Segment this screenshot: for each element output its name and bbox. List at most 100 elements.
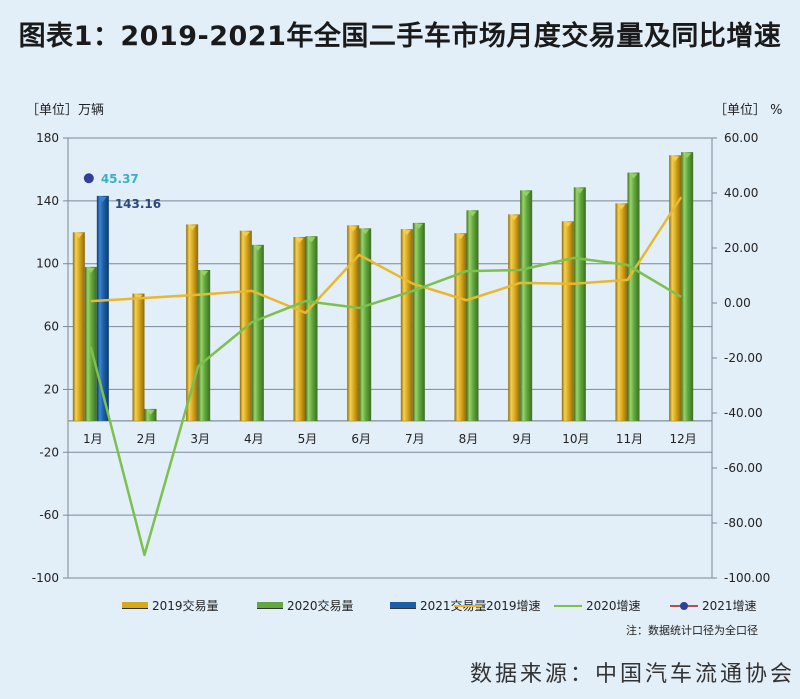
left-axis-tick-label: 140 xyxy=(36,194,59,208)
bar-top-bevel xyxy=(86,267,95,273)
bar-top-bevel xyxy=(295,238,304,243)
category-label: 4月 xyxy=(244,432,264,446)
bar-top-bevel xyxy=(629,173,638,179)
bar-top-bevel xyxy=(683,153,692,159)
left-axis-tick-label: 180 xyxy=(36,131,59,145)
right-axis-tick-label: -60.00 xyxy=(724,461,763,475)
growth-2021-marker xyxy=(83,173,94,184)
note-text: 注：数据统计口径为全口径 xyxy=(626,624,758,637)
bar-top-bevel xyxy=(74,233,83,239)
bar xyxy=(72,232,85,421)
legend-item: 2020交易量 xyxy=(257,597,354,614)
left-axis-tick-label: -60 xyxy=(39,508,59,522)
bar-top-bevel xyxy=(414,223,423,229)
bar xyxy=(132,293,145,421)
left-axis-tick-label: 60 xyxy=(44,320,59,334)
legend-item: 2021交易量 xyxy=(390,597,487,614)
bar-top-bevel xyxy=(575,188,584,194)
bar xyxy=(520,190,533,421)
bar xyxy=(198,270,211,421)
growth-line xyxy=(90,196,683,315)
left-axis-tick-label: 20 xyxy=(44,382,59,396)
bar-top-bevel xyxy=(671,156,680,162)
right-axis-tick-label: 60.00 xyxy=(724,131,758,145)
left-axis-tick-label: -100 xyxy=(32,571,59,585)
bar xyxy=(615,203,628,421)
legend-line-swatch xyxy=(454,604,482,607)
bar-top-bevel xyxy=(456,234,465,240)
bar xyxy=(347,225,360,421)
legend-label: 2019交易量 xyxy=(152,599,219,613)
category-label: 10月 xyxy=(562,432,589,446)
bar-top-bevel xyxy=(134,294,143,300)
legend-item: 2020增速 xyxy=(554,597,641,614)
legend-label: 2020交易量 xyxy=(287,599,354,613)
category-label: 7月 xyxy=(405,432,425,446)
right-axis-tick-label: -40.00 xyxy=(724,406,763,420)
category-label: 2月 xyxy=(137,432,157,446)
category-label: 6月 xyxy=(351,432,371,446)
bar xyxy=(627,172,640,421)
growth-2021-data-label: 45.37 xyxy=(101,172,139,186)
bar-top-bevel xyxy=(253,245,262,251)
legend-marker-icon xyxy=(680,601,688,610)
bar xyxy=(251,244,264,421)
bar xyxy=(305,236,318,421)
right-axis-tick-label: 20.00 xyxy=(724,241,758,255)
bar-top-bevel xyxy=(146,409,155,415)
bar-top-bevel xyxy=(468,211,477,217)
bar-top-bevel xyxy=(188,225,197,231)
growth-line xyxy=(89,256,682,557)
bar xyxy=(573,187,586,421)
bar-top-bevel xyxy=(510,215,519,221)
bar-top-bevel xyxy=(98,196,107,202)
bar xyxy=(186,224,199,421)
right-axis-tick-label: -80.00 xyxy=(724,516,763,530)
bar-top-bevel xyxy=(522,191,531,197)
legend-bar-swatch xyxy=(257,602,283,609)
legend-bar-swatch xyxy=(390,602,416,609)
right-axis-tick-label: -20.00 xyxy=(724,351,763,365)
legend-label: 2021增速 xyxy=(702,599,757,613)
legend-line-swatch xyxy=(670,601,698,610)
chart-area: 180 140 100 60 20 -20 -60 -100 60.00 40.00 20.00 0.… xyxy=(32,131,771,585)
bar xyxy=(412,222,425,421)
category-label: 3月 xyxy=(190,432,210,446)
right-axis-tick-label: -100.00 xyxy=(724,571,770,585)
legend: 2019交易量 2020交易量 2021交易量2019增速 2020增速 2021增速 xyxy=(122,597,762,615)
bar xyxy=(681,152,694,421)
right-axis-tick-label: 40.00 xyxy=(724,186,758,200)
bar-top-bevel xyxy=(563,222,572,228)
bar-top-bevel xyxy=(349,226,358,232)
right-axis-unit-label: ［单位］ % xyxy=(714,103,783,118)
bar xyxy=(359,228,372,421)
left-axis-tick-label: 100 xyxy=(36,257,59,271)
legend-item: 2019交易量 xyxy=(122,597,219,614)
category-label: 12月 xyxy=(670,432,697,446)
bar xyxy=(466,210,479,421)
legend-line-swatch xyxy=(554,604,582,607)
bar-top-bevel xyxy=(200,271,209,276)
bar-top-bevel xyxy=(307,237,316,243)
bar xyxy=(400,229,413,421)
category-label: 1月 xyxy=(83,432,103,446)
category-label: 8月 xyxy=(459,432,479,446)
bar-top-bevel xyxy=(402,230,411,236)
chart-title: 图表1：2019-2021年全国二手车市场月度交易量及同比增速 xyxy=(18,21,782,52)
legend-bar-swatch xyxy=(122,602,148,609)
legend-label: 2020增速 xyxy=(586,599,641,613)
legend-item: 2021增速 xyxy=(670,597,757,614)
bar xyxy=(84,266,97,421)
bar xyxy=(96,195,109,421)
left-axis-tick-label: -20 xyxy=(39,445,59,459)
bar xyxy=(508,214,521,421)
bar-top-bevel xyxy=(617,204,626,210)
source-text: 数据来源：中国汽车流通协会 xyxy=(470,662,796,687)
bar-top-bevel xyxy=(241,231,250,237)
category-label: 11月 xyxy=(616,432,643,446)
legend-item: 2019增速 xyxy=(454,597,541,614)
bar xyxy=(561,221,574,421)
bar xyxy=(454,233,467,421)
legend-label: 2019增速 xyxy=(486,599,541,613)
bar xyxy=(669,155,682,421)
